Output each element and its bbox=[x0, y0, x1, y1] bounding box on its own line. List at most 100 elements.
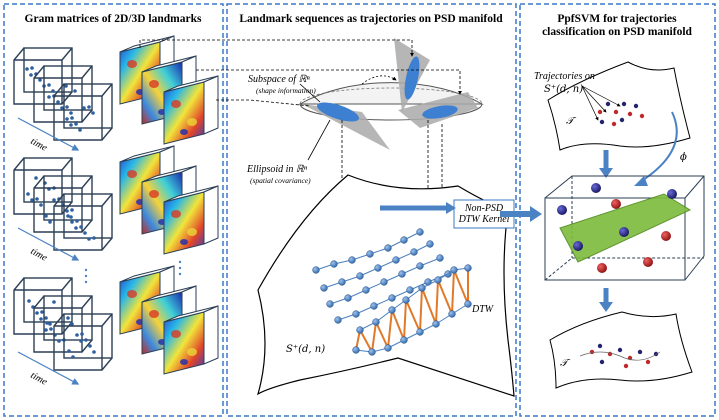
trajectory-point bbox=[639, 113, 645, 119]
trajectory-node bbox=[416, 228, 424, 236]
trajectory-node bbox=[330, 260, 338, 268]
trajectory-point bbox=[605, 101, 611, 107]
middle-panel-border bbox=[226, 3, 517, 417]
subspace-note: (shape information) bbox=[256, 86, 316, 95]
trajectory-point bbox=[597, 343, 603, 349]
gram-row-1 bbox=[13, 35, 219, 145]
trajectory-node bbox=[366, 250, 374, 258]
class-a-point bbox=[591, 183, 601, 193]
trajectory-node bbox=[384, 244, 392, 252]
dtw-alignment-line bbox=[359, 329, 373, 353]
trajectory-node bbox=[398, 270, 406, 278]
trajectory-node bbox=[464, 264, 472, 272]
right-panel-title-2: classification on PSD manifold bbox=[542, 26, 692, 38]
trajectories-label-2: S⁺(d, n) bbox=[544, 84, 583, 95]
gram-row-3 bbox=[13, 265, 219, 375]
trajectory-node bbox=[326, 300, 334, 308]
dtw-kernel-label-1: Non-PSD bbox=[464, 203, 504, 214]
trajectory-point bbox=[611, 121, 617, 127]
trajectory-node bbox=[392, 256, 400, 264]
trajectory-point bbox=[599, 359, 605, 365]
class-b-point bbox=[611, 199, 621, 209]
trajectory-point bbox=[633, 103, 639, 109]
trajectory-pointers bbox=[581, 85, 621, 121]
trajectory-node bbox=[406, 286, 414, 294]
time-label-3: time bbox=[29, 370, 50, 388]
dtw-alignment-line bbox=[387, 309, 393, 349]
trajectory-point bbox=[599, 119, 605, 125]
ellipsoid-note: (spatial covariance) bbox=[250, 176, 311, 185]
trajectory-node bbox=[400, 236, 408, 244]
class-b-point bbox=[597, 263, 607, 273]
gram-matrix-heatmap bbox=[163, 185, 219, 255]
gram-matrix-rows bbox=[13, 35, 219, 375]
cube-class-dots bbox=[557, 183, 677, 273]
subspace-label: Subspace of ℝⁿ bbox=[248, 74, 310, 85]
trajectory-node bbox=[418, 284, 426, 292]
trajectory-node bbox=[338, 278, 346, 286]
trajectories-label-1: Trajectories on bbox=[534, 71, 595, 82]
trajectory-node bbox=[434, 276, 442, 284]
trajectory-node bbox=[448, 310, 456, 318]
time-label-1: time bbox=[29, 136, 50, 154]
trajectory-node bbox=[388, 306, 396, 314]
trajectory-point bbox=[645, 359, 651, 365]
dtw-alignment-line bbox=[421, 287, 437, 325]
psd-hemisphere bbox=[298, 38, 484, 150]
dtw-alignment-line bbox=[435, 279, 439, 325]
trajectory-node bbox=[432, 320, 440, 328]
landmark-cube bbox=[13, 157, 73, 215]
middle-panel-title: Landmark sequences as trajectories on PS… bbox=[239, 13, 503, 25]
feature-space-cube bbox=[544, 175, 705, 281]
trajectory-point bbox=[623, 363, 629, 369]
trajectory-node bbox=[312, 266, 320, 274]
gram-matrix-heatmap bbox=[163, 305, 219, 375]
dtw-label: DTW bbox=[471, 304, 495, 315]
gram-row-2 bbox=[13, 145, 219, 255]
trajectory-node bbox=[426, 240, 434, 248]
ellipsis-dots bbox=[84, 260, 182, 284]
trajectory-node bbox=[374, 264, 382, 272]
trajectory-node bbox=[416, 262, 424, 270]
dtw-alignment-line bbox=[371, 321, 377, 353]
trajectory-node bbox=[352, 310, 360, 318]
right-panel-border bbox=[519, 3, 716, 417]
dtw-kernel-label-2: DTW Kernel bbox=[458, 214, 510, 225]
dtw-alignment-line bbox=[391, 309, 405, 341]
class-a-point bbox=[573, 241, 583, 251]
dtw-alignment-line bbox=[419, 287, 423, 333]
trajectory-node bbox=[436, 254, 444, 262]
landmark-cube bbox=[33, 175, 93, 233]
ellipsoid-3 bbox=[422, 105, 458, 119]
t-symbol-bottom: 𝒯 bbox=[560, 358, 571, 369]
trajectory-point bbox=[597, 109, 603, 115]
left-panel-border bbox=[3, 3, 224, 417]
t-symbol: 𝒯 bbox=[566, 116, 577, 127]
class-a-point bbox=[619, 227, 629, 237]
trajectory-node bbox=[362, 286, 370, 294]
trajectories bbox=[312, 228, 472, 356]
trajectory-node bbox=[320, 284, 328, 292]
trajectory-node bbox=[352, 346, 360, 354]
trajectory-node bbox=[410, 248, 418, 256]
trajectory-node bbox=[388, 294, 396, 302]
manifold-label: S⁺(d, n) bbox=[286, 344, 325, 355]
trajectory-node bbox=[416, 328, 424, 336]
trajectory-node bbox=[334, 316, 342, 324]
dtw-alignment-line bbox=[405, 299, 421, 333]
landmark-cube bbox=[33, 65, 93, 123]
class-a-point bbox=[557, 205, 567, 215]
trajectory-node bbox=[400, 336, 408, 344]
trajectory-node bbox=[402, 296, 410, 304]
trajectory-point bbox=[617, 347, 623, 353]
psd-manifold-surface bbox=[257, 174, 515, 397]
trajectory-point bbox=[613, 109, 619, 115]
ellipsoid-2 bbox=[404, 56, 420, 100]
left-panel-title: Gram matrices of 2D/3D landmarks bbox=[25, 13, 202, 25]
dtw-alignment-line bbox=[403, 299, 407, 341]
trajectory-node bbox=[370, 302, 378, 310]
gram-matrix-heatmap bbox=[163, 75, 219, 145]
trajectory-point bbox=[627, 111, 633, 117]
trajectory-node bbox=[380, 278, 388, 286]
